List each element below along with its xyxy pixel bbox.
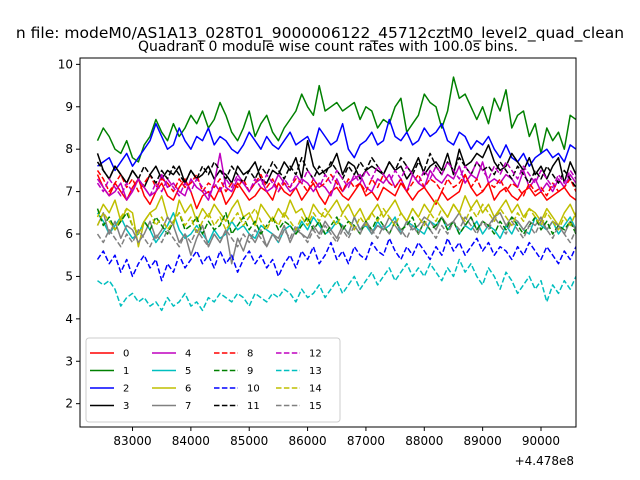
legend-label-14: 14 bbox=[309, 384, 322, 395]
legend-label-1: 1 bbox=[123, 366, 129, 377]
legend-label-8: 8 bbox=[247, 349, 253, 360]
legend-label-3: 3 bbox=[123, 401, 129, 412]
legend-label-0: 0 bbox=[123, 349, 129, 360]
series-line-1 bbox=[96, 76, 576, 163]
series-line-15 bbox=[96, 216, 576, 248]
legend-frame bbox=[85, 337, 341, 423]
legend-label-11: 11 bbox=[247, 401, 260, 412]
series-line-2 bbox=[97, 118, 576, 172]
y-tick-label: 5 bbox=[65, 269, 73, 283]
y-tick-label: 10 bbox=[58, 57, 73, 71]
series-layer bbox=[96, 76, 576, 312]
series-line-6 bbox=[96, 195, 576, 248]
series-line-14 bbox=[96, 203, 576, 235]
x-tick-label: 88000 bbox=[405, 434, 443, 448]
x-tick-label: 84000 bbox=[172, 434, 210, 448]
series-line-10 bbox=[96, 237, 576, 282]
series-line-3 bbox=[96, 139, 576, 189]
legend-label-10: 10 bbox=[247, 384, 260, 395]
x-tick-label: 85000 bbox=[230, 434, 268, 448]
legend-label-4: 4 bbox=[185, 349, 191, 360]
y-tick-label: 6 bbox=[65, 227, 73, 241]
x-axis: 83000 84000 85000 86000 87000 88000 89000 90000 bbox=[113, 427, 560, 448]
figure-suptitle: n file: modeM0/AS1A13_028T01_9000006122_… bbox=[16, 24, 624, 43]
series-line-5 bbox=[96, 212, 576, 244]
x-tick-label: 83000 bbox=[113, 434, 151, 448]
legend-label-9: 9 bbox=[247, 366, 253, 377]
y-tick-label: 2 bbox=[65, 397, 73, 411]
series-line-9 bbox=[96, 208, 576, 235]
axes-frame bbox=[79, 57, 577, 428]
y-tick-label: 9 bbox=[65, 100, 73, 114]
series-line-8 bbox=[96, 169, 576, 197]
series-line-7 bbox=[96, 212, 576, 265]
y-tick-label: 3 bbox=[65, 354, 73, 368]
legend-label-12: 12 bbox=[309, 349, 322, 360]
legend-label-6: 6 bbox=[185, 384, 191, 395]
x-offset-label: +4.478e8 bbox=[515, 454, 574, 468]
series-line-4 bbox=[96, 152, 576, 201]
legend-label-13: 13 bbox=[309, 366, 322, 377]
legend-label-2: 2 bbox=[123, 384, 129, 395]
x-tick-label: 86000 bbox=[288, 434, 326, 448]
series-line-13 bbox=[97, 258, 576, 312]
legend-label-5: 5 bbox=[185, 366, 191, 377]
series-line-11 bbox=[96, 152, 576, 189]
x-tick-label: 89000 bbox=[464, 434, 502, 448]
y-tick-label: 4 bbox=[65, 312, 73, 326]
legend-label-15: 15 bbox=[309, 401, 322, 412]
series-line-12 bbox=[96, 161, 576, 197]
x-tick-label: 87000 bbox=[347, 434, 385, 448]
y-tick-label: 7 bbox=[65, 185, 73, 199]
x-tick-label: 90000 bbox=[522, 434, 560, 448]
y-tick-label: 8 bbox=[65, 142, 73, 156]
y-axis: 2 3 4 5 6 7 8 9 10 bbox=[58, 57, 80, 411]
legend-label-7: 7 bbox=[185, 401, 191, 412]
chart-title: Quadrant 0 module wise count rates with … bbox=[138, 39, 518, 55]
